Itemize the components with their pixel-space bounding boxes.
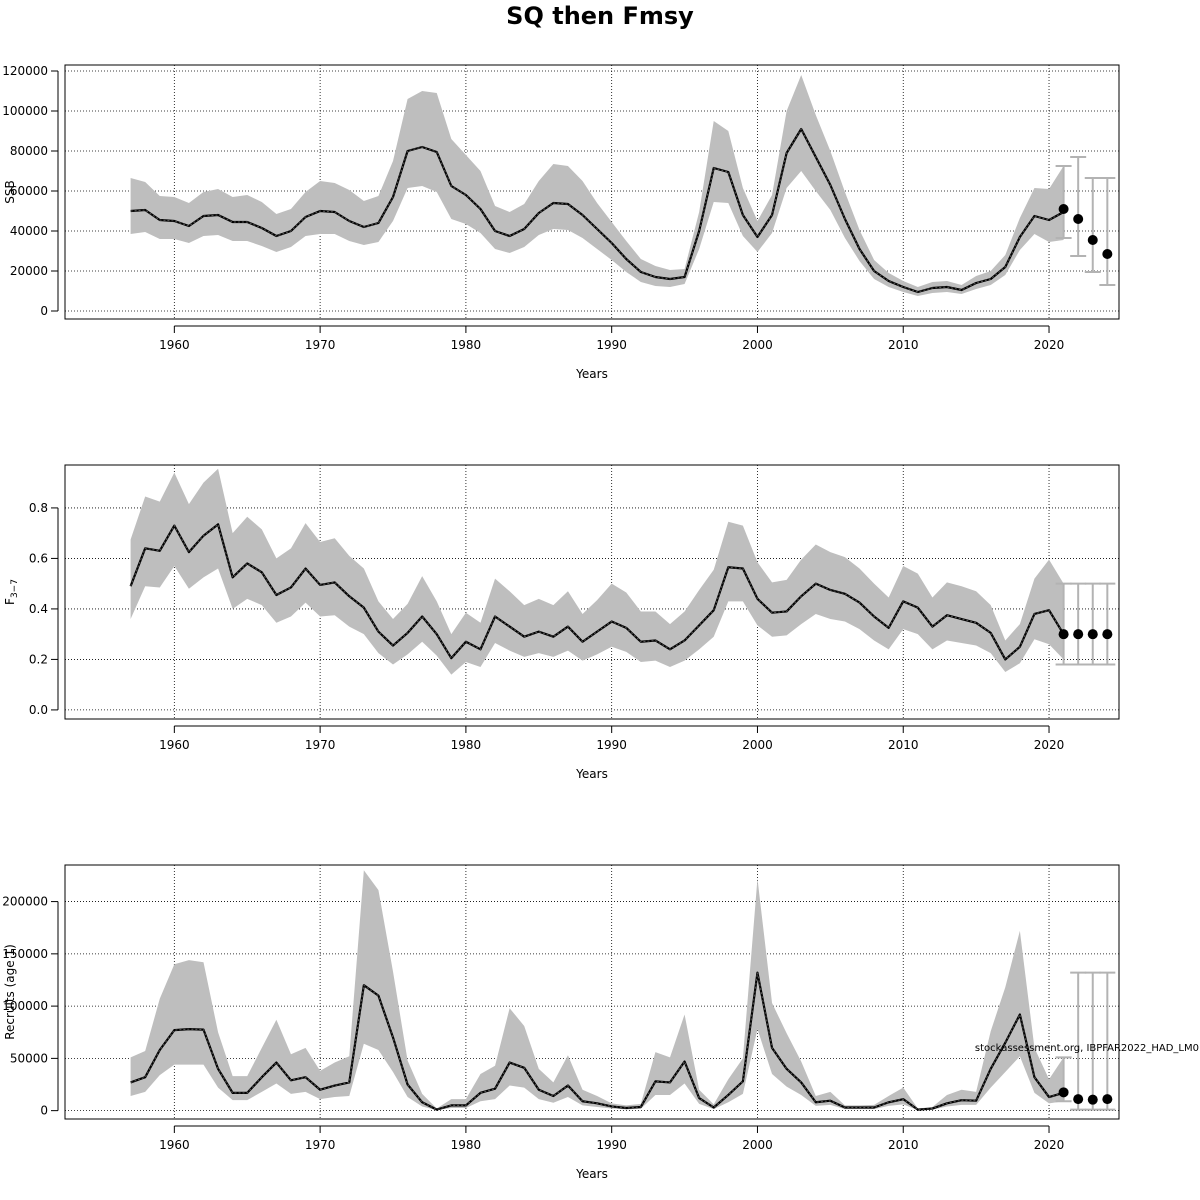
f-y-tick-label: 0.2 <box>29 652 48 666</box>
recruits-y-tick-label: 200000 <box>2 895 48 909</box>
f-forecast <box>1055 582 1116 666</box>
f-x-tick-label: 1990 <box>596 738 627 752</box>
ssb-y-tick-label: 20000 <box>10 264 48 278</box>
f-forecast-point <box>1102 629 1113 640</box>
ssb-y-tick-label: 120000 <box>2 64 48 78</box>
ssb-forecast-point <box>1073 214 1084 224</box>
recruits-estimate-dotted-path <box>130 972 1064 1111</box>
ssb-x-tick-label: 1980 <box>451 338 482 352</box>
recruits-x-axis-label: Years <box>575 1167 608 1181</box>
f-forecast-point <box>1087 629 1098 640</box>
recruits-forecast-point <box>1087 1094 1098 1105</box>
f-estimate-line <box>129 523 1065 661</box>
credit-text: stockassessment.org, IBPFAR2022_HAD_LM0 <box>975 1043 1199 1054</box>
ssb-plot-frame <box>64 64 1120 320</box>
ssb-x-tick-label: 1960 <box>159 338 190 352</box>
f-confidence-band <box>130 468 1064 675</box>
recruits-x-tick-label: 1990 <box>596 1138 627 1152</box>
ssb-x-tick-label: 2020 <box>1034 338 1065 352</box>
ssb-forecast-point <box>1058 204 1069 214</box>
ssb-x-tick-label: 2010 <box>888 338 919 352</box>
ssb-confidence-band <box>130 75 1064 296</box>
recruits-panel: 1960 1970 1980 1990 2000 2010 2020 0 50000 100000… <box>2 864 1199 1181</box>
ssb-y-tick-label: 100000 <box>2 104 48 118</box>
recruits-confidence-band <box>130 870 1064 1111</box>
chart-title: SQ then Fmsy <box>506 2 694 30</box>
ssb-x-tick-label: 1990 <box>596 338 627 352</box>
ssb-y-tick-label: 80000 <box>10 144 48 158</box>
recruits-forecast <box>1055 971 1116 1111</box>
f-y-tick-label: 0.6 <box>29 551 48 565</box>
recruits-y-tick-label: 100000 <box>2 999 48 1013</box>
recruits-plot-frame <box>64 864 1120 1120</box>
ssb-y-tick-label: 60000 <box>10 184 48 198</box>
f-y-tick-label: 0.0 <box>29 703 48 717</box>
recruits-estimate-line <box>130 971 1064 1111</box>
f-x-tick-label: 2010 <box>888 738 919 752</box>
recruits-y-tick-label: 50000 <box>10 1051 48 1065</box>
f-y-axis-label-subscript: 3−7 <box>10 579 20 598</box>
recruits-x-tick-label: 1980 <box>451 1138 482 1152</box>
recruits-x-tick-label: 2000 <box>742 1138 773 1152</box>
ssb-x-tick-label: 1970 <box>305 338 336 352</box>
recruits-x-tick-label: 1960 <box>159 1138 190 1152</box>
recruits-x-tick-label: 2010 <box>888 1138 919 1152</box>
recruits-forecast-point <box>1102 1094 1113 1105</box>
recruits-y-tick-label: 0 <box>40 1104 48 1118</box>
ssb-x-tick-label: 2000 <box>742 338 773 352</box>
ssb-panel: 1960 1970 1980 1990 2000 2010 2020 0 20000 40000 6… <box>2 64 1120 381</box>
ssb-band-area <box>130 75 1064 296</box>
f-axes: 1960 1970 1980 1990 2000 2010 2020 0.0 0.2 0.4 0.6… <box>29 464 1120 752</box>
f-x-axis-label: Years <box>575 767 608 781</box>
f-estimate-dotted-path <box>130 523 1065 661</box>
f-forecast-point <box>1058 629 1069 640</box>
ssb-x-axis-label: Years <box>575 367 608 381</box>
recruits-y-axis-label: Recruits (age 1) <box>3 944 17 1040</box>
recruits-y-tick-label: 150000 <box>2 947 48 961</box>
recruits-x-tick-label: 1970 <box>305 1138 336 1152</box>
f-x-tick-label: 1980 <box>451 738 482 752</box>
ssb-estimate-line <box>130 127 1065 294</box>
f-band-area <box>130 468 1064 675</box>
f-x-tick-label: 2000 <box>742 738 773 752</box>
fishing-mortality-panel: 1960 1970 1980 1990 2000 2010 2020 0.0 0.2 0.4 0.6… <box>3 464 1120 781</box>
recruits-axes: 1960 1970 1980 1990 2000 2010 2020 0 50000 100000… <box>2 864 1120 1152</box>
recruits-forecast-point <box>1073 1094 1084 1105</box>
f-x-tick-label: 1960 <box>159 738 190 752</box>
recruits-band-area <box>130 870 1064 1111</box>
ssb-axes: 1960 1970 1980 1990 2000 2010 2020 0 20000 40000 6… <box>2 64 1120 352</box>
ssb-y-axis-label: SSB <box>3 180 17 203</box>
f-x-tick-label: 2020 <box>1034 738 1065 752</box>
f-y-axis-label: F3−7 <box>3 579 20 605</box>
ssb-estimate-dotted-path <box>130 127 1064 293</box>
f-y-tick-label: 0.8 <box>29 501 48 515</box>
ssb-forecast-point <box>1087 235 1098 245</box>
f-y-tick-label: 0.4 <box>29 602 48 616</box>
recruits-forecast-point <box>1058 1087 1069 1098</box>
ssb-forecast <box>1055 156 1116 286</box>
ssb-y-tick-label: 0 <box>40 304 48 318</box>
f-plot-frame <box>64 464 1120 720</box>
ssb-forecast-point <box>1102 249 1113 259</box>
f-x-tick-label: 1970 <box>305 738 336 752</box>
ssb-y-tick-label: 40000 <box>10 224 48 238</box>
f-y-axis-label-base: F <box>3 598 17 605</box>
f-forecast-point <box>1073 629 1084 640</box>
recruits-x-tick-label: 2020 <box>1034 1138 1065 1152</box>
